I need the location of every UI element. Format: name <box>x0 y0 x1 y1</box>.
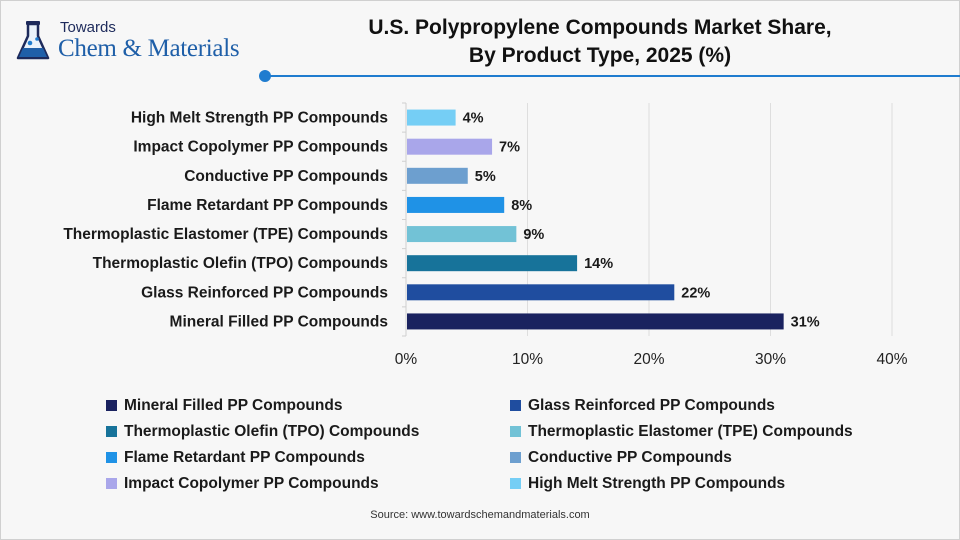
flask-icon <box>16 21 50 60</box>
legend-item: Thermoplastic Elastomer (TPE) Compounds <box>510 422 880 441</box>
data-label: 8% <box>511 198 532 214</box>
category-label: Flame Retardant PP Compounds <box>147 197 388 214</box>
legend-item: Impact Copolymer PP Compounds <box>106 474 510 493</box>
legend-swatch <box>510 426 521 437</box>
data-label: 4% <box>463 111 484 127</box>
legend-item: Mineral Filled PP Compounds <box>106 396 510 415</box>
legend-label: Thermoplastic Elastomer (TPE) Compounds <box>528 422 853 440</box>
data-label: 7% <box>499 140 520 156</box>
legend-label: Thermoplastic Olefin (TPO) Compounds <box>124 422 420 440</box>
bar <box>407 167 468 184</box>
chart-title-line-2: By Product Type, 2025 (%) <box>468 44 732 67</box>
x-tick-label: 10% <box>512 351 543 368</box>
legend-item: Flame Retardant PP Compounds <box>106 448 510 467</box>
bar <box>407 196 505 213</box>
category-label: High Melt Strength PP Compounds <box>131 110 388 127</box>
x-tick-label: 0% <box>395 351 418 368</box>
legend-label: Conductive PP Compounds <box>528 448 732 466</box>
legend-label: Glass Reinforced PP Compounds <box>528 396 775 414</box>
category-label: Mineral Filled PP Compounds <box>170 313 388 330</box>
legend-item: Glass Reinforced PP Compounds <box>510 396 880 415</box>
x-tick-label: 40% <box>876 351 907 368</box>
bar <box>407 109 456 126</box>
bar <box>407 313 784 330</box>
legend-swatch <box>106 426 117 437</box>
data-label: 22% <box>681 285 710 301</box>
title-underline-dot <box>259 70 271 82</box>
bar <box>407 255 578 272</box>
brand-logo: Towards Chem & Materials <box>14 16 254 68</box>
category-label: Glass Reinforced PP Compounds <box>141 284 388 301</box>
legend-label: High Melt Strength PP Compounds <box>528 474 786 492</box>
category-label: Thermoplastic Elastomer (TPE) Compounds <box>63 226 388 243</box>
x-tick-label: 20% <box>633 351 664 368</box>
legend-item: Conductive PP Compounds <box>510 448 880 467</box>
bar <box>407 226 517 243</box>
category-label: Impact Copolymer PP Compounds <box>133 139 388 156</box>
bar <box>407 138 493 155</box>
brand-line-1: Towards <box>60 19 116 36</box>
data-label: 5% <box>475 169 496 185</box>
legend-swatch <box>510 478 521 489</box>
data-label: 9% <box>523 227 544 243</box>
legend-swatch <box>106 452 117 463</box>
data-label: 31% <box>791 314 820 330</box>
legend-item: High Melt Strength PP Compounds <box>510 474 880 493</box>
legend-label: Mineral Filled PP Compounds <box>124 396 343 414</box>
title-underline <box>266 75 960 77</box>
bar <box>407 284 675 301</box>
brand-line-2: Chem & Materials <box>58 35 240 62</box>
legend-item: Thermoplastic Olefin (TPO) Compounds <box>106 422 510 441</box>
source-note: Source: www.towardschemandmaterials.com <box>370 509 590 521</box>
category-label: Thermoplastic Olefin (TPO) Compounds <box>93 255 388 272</box>
data-label: 14% <box>584 256 613 272</box>
legend-label: Flame Retardant PP Compounds <box>124 448 365 466</box>
category-label: Conductive PP Compounds <box>184 168 388 185</box>
legend-label: Impact Copolymer PP Compounds <box>124 474 379 492</box>
legend-swatch <box>510 452 521 463</box>
chart-title-line-1: U.S. Polypropylene Compounds Market Shar… <box>368 16 832 39</box>
x-tick-label: 30% <box>755 351 786 368</box>
legend-swatch <box>106 478 117 489</box>
chart-legend: Mineral Filled PP Compounds Glass Reinfor… <box>106 396 886 493</box>
legend-swatch <box>510 400 521 411</box>
chart-title: U.S. Polypropylene Compounds Market Shar… <box>300 14 900 70</box>
legend-swatch <box>106 400 117 411</box>
